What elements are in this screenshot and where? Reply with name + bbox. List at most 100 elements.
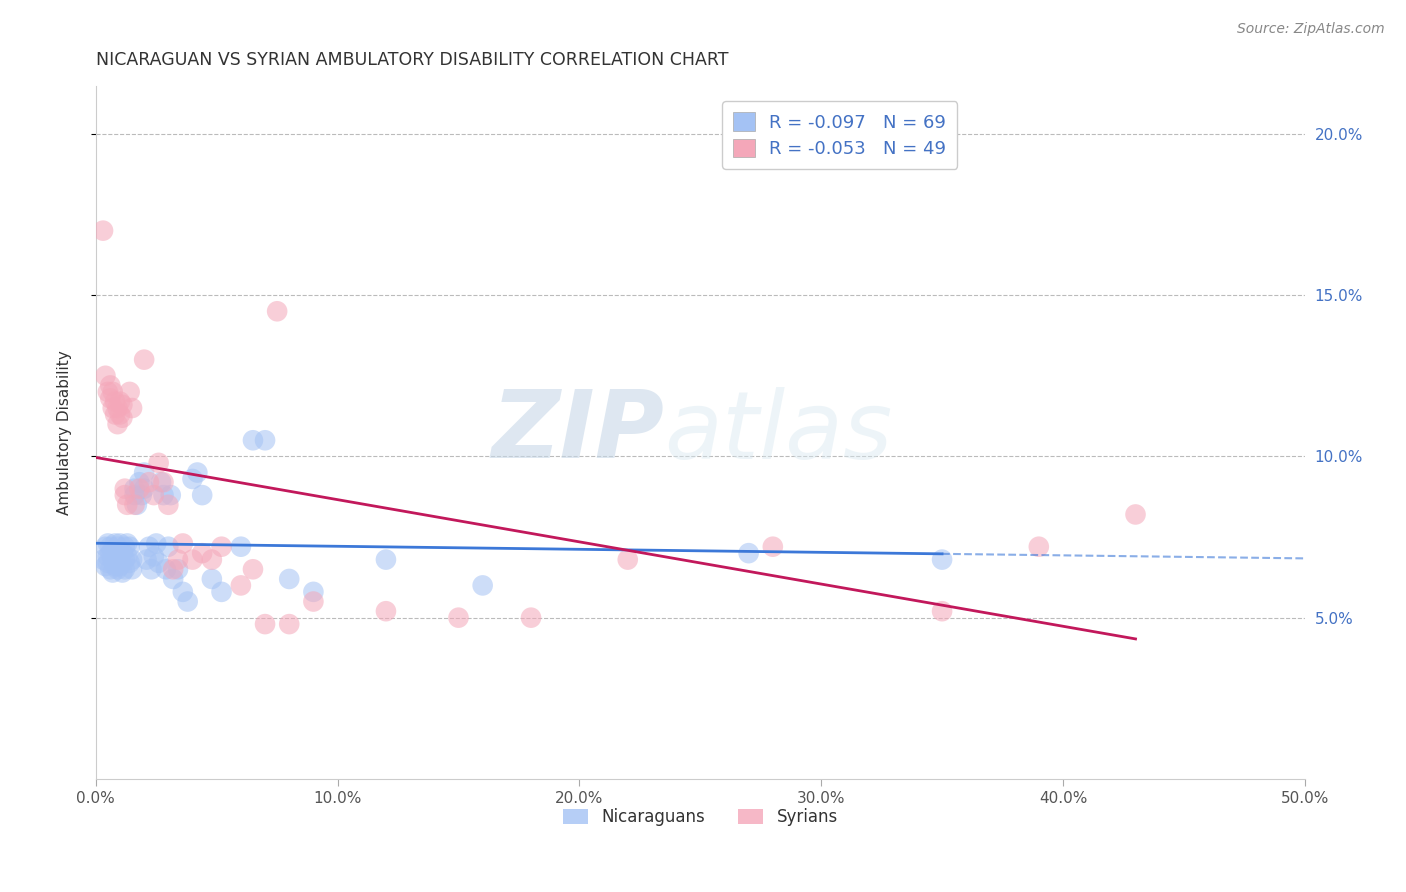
Point bbox=[152, 488, 174, 502]
Point bbox=[114, 488, 136, 502]
Point bbox=[114, 482, 136, 496]
Point bbox=[114, 562, 136, 576]
Point bbox=[124, 498, 146, 512]
Point bbox=[242, 434, 264, 448]
Point bbox=[107, 552, 129, 566]
Point bbox=[98, 562, 121, 576]
Point bbox=[107, 562, 129, 576]
Point bbox=[118, 384, 141, 399]
Point bbox=[128, 475, 150, 490]
Point bbox=[101, 401, 124, 415]
Point bbox=[104, 559, 127, 574]
Point bbox=[98, 546, 121, 560]
Point bbox=[191, 488, 214, 502]
Point bbox=[104, 408, 127, 422]
Point bbox=[111, 398, 134, 412]
Text: atlas: atlas bbox=[664, 387, 893, 478]
Point bbox=[107, 401, 129, 415]
Legend: Nicaraguans, Syrians: Nicaraguans, Syrians bbox=[557, 802, 845, 833]
Point bbox=[229, 578, 252, 592]
Point bbox=[97, 549, 120, 564]
Point bbox=[97, 556, 120, 570]
Point bbox=[124, 488, 146, 502]
Point bbox=[97, 536, 120, 550]
Point bbox=[181, 552, 204, 566]
Point bbox=[91, 224, 114, 238]
Point bbox=[121, 552, 143, 566]
Point bbox=[1125, 508, 1147, 522]
Point bbox=[121, 401, 143, 415]
Point bbox=[115, 498, 138, 512]
Point bbox=[150, 475, 173, 490]
Point bbox=[152, 475, 174, 490]
Point bbox=[98, 378, 121, 392]
Point bbox=[155, 562, 177, 576]
Point bbox=[159, 488, 181, 502]
Point bbox=[138, 475, 160, 490]
Point bbox=[104, 549, 127, 564]
Point bbox=[94, 540, 117, 554]
Point bbox=[278, 617, 301, 632]
Point bbox=[375, 604, 398, 618]
Point bbox=[201, 572, 224, 586]
Point bbox=[167, 552, 190, 566]
Point bbox=[211, 585, 233, 599]
Point bbox=[134, 482, 156, 496]
Point bbox=[114, 552, 136, 566]
Point bbox=[302, 585, 325, 599]
Point bbox=[931, 552, 953, 566]
Point bbox=[148, 556, 170, 570]
Point bbox=[266, 304, 288, 318]
Point bbox=[181, 472, 204, 486]
Point bbox=[447, 610, 470, 624]
Text: Source: ZipAtlas.com: Source: ZipAtlas.com bbox=[1237, 22, 1385, 37]
Point bbox=[762, 540, 785, 554]
Point bbox=[254, 617, 277, 632]
Point bbox=[118, 556, 141, 570]
Point bbox=[148, 456, 170, 470]
Point bbox=[176, 594, 198, 608]
Point bbox=[94, 559, 117, 574]
Point bbox=[108, 549, 131, 564]
Point bbox=[121, 562, 143, 576]
Point bbox=[128, 482, 150, 496]
Text: ZIP: ZIP bbox=[491, 386, 664, 478]
Text: NICARAGUAN VS SYRIAN AMBULATORY DISABILITY CORRELATION CHART: NICARAGUAN VS SYRIAN AMBULATORY DISABILI… bbox=[96, 51, 728, 69]
Point bbox=[162, 562, 184, 576]
Point bbox=[211, 540, 233, 554]
Point bbox=[278, 572, 301, 586]
Point bbox=[124, 482, 146, 496]
Point bbox=[125, 498, 148, 512]
Point bbox=[191, 546, 214, 560]
Point bbox=[101, 552, 124, 566]
Point bbox=[142, 549, 165, 564]
Point bbox=[104, 394, 127, 409]
Point bbox=[101, 384, 124, 399]
Point bbox=[737, 546, 759, 560]
Point bbox=[94, 368, 117, 383]
Point bbox=[101, 543, 124, 558]
Point bbox=[302, 594, 325, 608]
Point bbox=[115, 549, 138, 564]
Point bbox=[104, 546, 127, 560]
Point bbox=[98, 540, 121, 554]
Point bbox=[101, 566, 124, 580]
Point bbox=[520, 610, 543, 624]
Point bbox=[98, 392, 121, 406]
Point bbox=[254, 434, 277, 448]
Point bbox=[131, 488, 153, 502]
Point bbox=[108, 408, 131, 422]
Point bbox=[111, 566, 134, 580]
Point bbox=[162, 572, 184, 586]
Point bbox=[1028, 540, 1050, 554]
Point bbox=[172, 536, 194, 550]
Point bbox=[107, 540, 129, 554]
Point bbox=[375, 552, 398, 566]
Point bbox=[616, 552, 638, 566]
Point bbox=[242, 562, 264, 576]
Point bbox=[167, 562, 190, 576]
Point bbox=[111, 410, 134, 425]
Point bbox=[104, 536, 127, 550]
Point bbox=[931, 604, 953, 618]
Y-axis label: Ambulatory Disability: Ambulatory Disability bbox=[58, 350, 72, 515]
